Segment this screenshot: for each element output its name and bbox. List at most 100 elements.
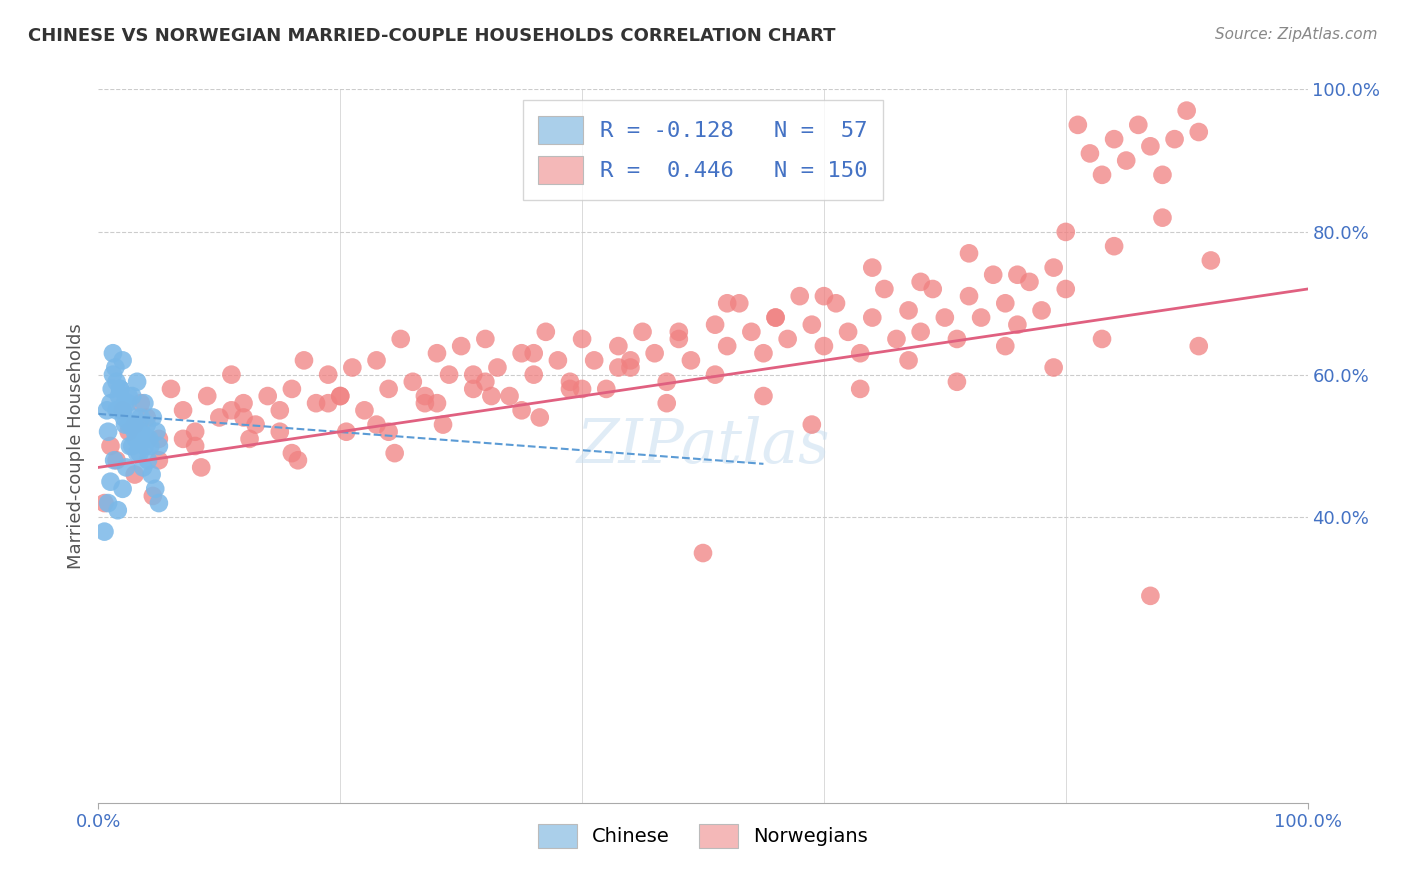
Point	[704, 318, 727, 332]
Point	[837, 325, 859, 339]
Point	[668, 325, 690, 339]
Point	[141, 467, 163, 482]
Point	[342, 360, 364, 375]
Point	[752, 389, 775, 403]
Point	[108, 389, 131, 403]
Point	[1042, 260, 1064, 275]
Point	[921, 282, 943, 296]
Point	[114, 417, 136, 432]
Point	[1054, 225, 1077, 239]
Point	[619, 353, 641, 368]
Point	[619, 360, 641, 375]
Point	[269, 425, 291, 439]
Point	[124, 417, 146, 432]
Point	[134, 396, 156, 410]
Point	[129, 396, 152, 410]
Point	[1018, 275, 1040, 289]
Point	[426, 346, 449, 360]
Point	[190, 460, 212, 475]
Point	[474, 332, 496, 346]
Point	[232, 396, 254, 410]
Point	[118, 425, 141, 439]
Point	[1091, 168, 1114, 182]
Point	[108, 382, 131, 396]
Point	[221, 368, 243, 382]
Point	[111, 403, 134, 417]
Point	[100, 382, 122, 396]
Point	[583, 353, 606, 368]
Point	[910, 275, 932, 289]
Point	[316, 368, 339, 382]
Point	[571, 332, 593, 346]
Point	[1152, 211, 1174, 225]
Y-axis label: Married-couple Households: Married-couple Households	[66, 323, 84, 569]
Point	[184, 425, 207, 439]
Point	[716, 296, 738, 310]
Point	[239, 432, 262, 446]
Point	[172, 432, 194, 446]
Point	[128, 446, 150, 460]
Point	[132, 460, 155, 475]
Point	[134, 432, 156, 446]
Point	[93, 496, 115, 510]
Point	[121, 389, 143, 403]
Point	[716, 339, 738, 353]
Point	[481, 389, 503, 403]
Point	[93, 524, 115, 539]
Point	[644, 346, 666, 360]
Point	[143, 482, 166, 496]
Point	[860, 260, 883, 275]
Point	[105, 453, 128, 467]
Point	[474, 375, 496, 389]
Point	[112, 410, 135, 425]
Point	[571, 382, 593, 396]
Point	[125, 432, 148, 446]
Point	[957, 289, 980, 303]
Point	[1175, 103, 1198, 118]
Point	[849, 346, 872, 360]
Point	[486, 360, 509, 375]
Point	[329, 389, 352, 403]
Point	[120, 417, 142, 432]
Point	[281, 446, 304, 460]
Point	[100, 439, 122, 453]
Point	[813, 339, 835, 353]
Point	[800, 318, 823, 332]
Point	[335, 425, 357, 439]
Point	[523, 368, 546, 382]
Point	[172, 403, 194, 417]
Point	[450, 339, 472, 353]
Point	[765, 310, 787, 325]
Point	[789, 289, 811, 303]
Point	[704, 368, 727, 382]
Point	[510, 403, 533, 417]
Point	[97, 425, 120, 439]
Point	[740, 325, 762, 339]
Point	[135, 432, 157, 446]
Point	[108, 382, 131, 396]
Point	[148, 432, 170, 446]
Point	[1054, 282, 1077, 296]
Point	[1128, 118, 1150, 132]
Point	[886, 332, 908, 346]
Point	[105, 403, 128, 417]
Point	[607, 339, 630, 353]
Point	[160, 382, 183, 396]
Point	[305, 396, 328, 410]
Point	[256, 389, 278, 403]
Point	[148, 453, 170, 467]
Point	[118, 389, 141, 403]
Point	[148, 439, 170, 453]
Point	[111, 482, 134, 496]
Point	[595, 382, 617, 396]
Point	[1031, 303, 1053, 318]
Point	[825, 296, 848, 310]
Point	[195, 389, 218, 403]
Point	[946, 332, 969, 346]
Point	[142, 489, 165, 503]
Point	[897, 303, 920, 318]
Point	[1067, 118, 1090, 132]
Point	[287, 453, 309, 467]
Text: CHINESE VS NORWEGIAN MARRIED-COUPLE HOUSEHOLDS CORRELATION CHART: CHINESE VS NORWEGIAN MARRIED-COUPLE HOUS…	[28, 27, 835, 45]
Point	[281, 382, 304, 396]
